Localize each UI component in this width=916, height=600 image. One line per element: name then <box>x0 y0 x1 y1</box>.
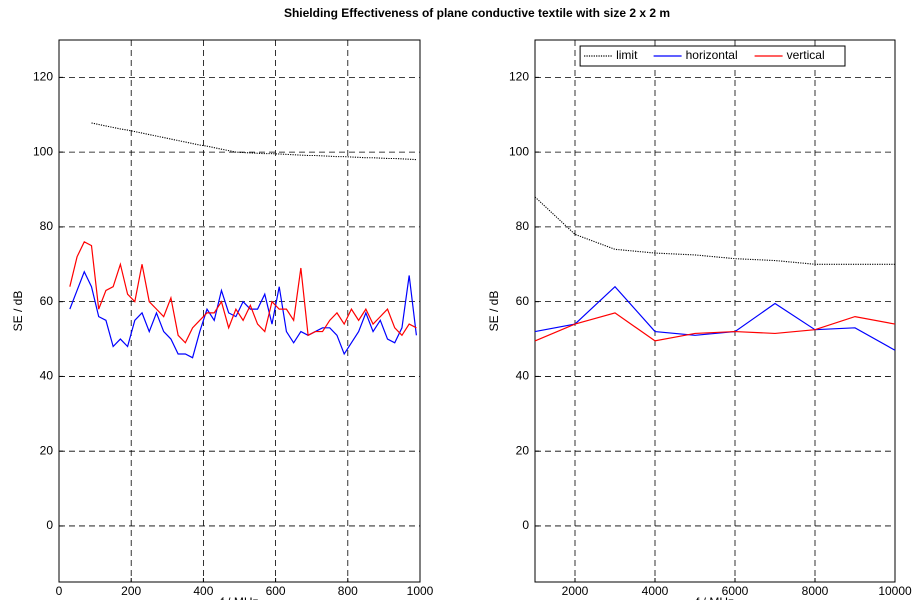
series-line <box>534 312 896 342</box>
x-axis-label: f / MHz <box>696 595 734 600</box>
x-axis-label: f / MHz <box>221 595 259 600</box>
x-tick-label: 4000 <box>642 584 669 598</box>
legend-label: horizontal <box>686 48 738 62</box>
y-tick-label: 120 <box>509 70 529 84</box>
legend: limit horizontal vertical <box>579 45 846 67</box>
x-tick-label: 0 <box>56 584 63 598</box>
x-tick-label: 200 <box>121 584 141 598</box>
y-tick-label: 0 <box>46 518 53 532</box>
chart-title: Shielding Effectiveness of plane conduct… <box>284 6 670 20</box>
y-axis-label: SE / dB <box>487 291 501 332</box>
y-tick-label: 100 <box>509 144 529 158</box>
series-line <box>69 241 417 344</box>
x-tick-label: 800 <box>338 584 358 598</box>
legend-label: vertical <box>787 48 825 62</box>
y-tick-label: 40 <box>40 369 54 383</box>
series-line <box>69 270 417 359</box>
x-tick-label: 2000 <box>562 584 589 598</box>
x-tick-label: 10000 <box>878 584 912 598</box>
y-tick-label: 40 <box>516 369 530 383</box>
y-tick-label: 60 <box>40 294 54 308</box>
y-tick-label: 60 <box>516 294 530 308</box>
y-tick-label: 20 <box>516 443 530 457</box>
series-line <box>91 122 417 161</box>
x-tick-label: 600 <box>266 584 286 598</box>
y-tick-label: 20 <box>40 443 54 457</box>
y-tick-label: 80 <box>516 219 530 233</box>
y-axis-label: SE / dB <box>11 291 25 332</box>
x-tick-label: 1000 <box>407 584 434 598</box>
legend-label: limit <box>616 48 638 62</box>
y-tick-label: 100 <box>33 144 53 158</box>
y-tick-label: 120 <box>33 70 53 84</box>
legend-box <box>579 45 846 67</box>
series-line <box>534 196 895 265</box>
x-tick-label: 6000 <box>722 584 749 598</box>
x-tick-label: 8000 <box>802 584 829 598</box>
x-tick-label: 400 <box>193 584 213 598</box>
series-line <box>534 285 896 351</box>
y-tick-label: 80 <box>40 219 54 233</box>
y-tick-label: 0 <box>522 518 529 532</box>
axes-frame <box>534 39 896 583</box>
axes-frame <box>58 39 421 583</box>
